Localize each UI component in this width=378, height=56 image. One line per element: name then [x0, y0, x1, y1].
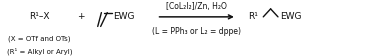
Text: [CoL₂I₂]/Zn, H₂O: [CoL₂I₂]/Zn, H₂O [166, 2, 227, 11]
Text: (X = OTf and OTs): (X = OTf and OTs) [8, 36, 71, 43]
Text: (L = PPh₃ or L₂ = dppe): (L = PPh₃ or L₂ = dppe) [152, 27, 241, 36]
Text: EWG: EWG [280, 12, 301, 21]
Text: R¹–X: R¹–X [29, 12, 50, 21]
Text: EWG: EWG [113, 12, 135, 21]
Text: R¹: R¹ [249, 12, 259, 21]
Text: +: + [77, 12, 85, 21]
Text: (R¹ = Alkyl or Aryl): (R¹ = Alkyl or Aryl) [7, 47, 72, 55]
